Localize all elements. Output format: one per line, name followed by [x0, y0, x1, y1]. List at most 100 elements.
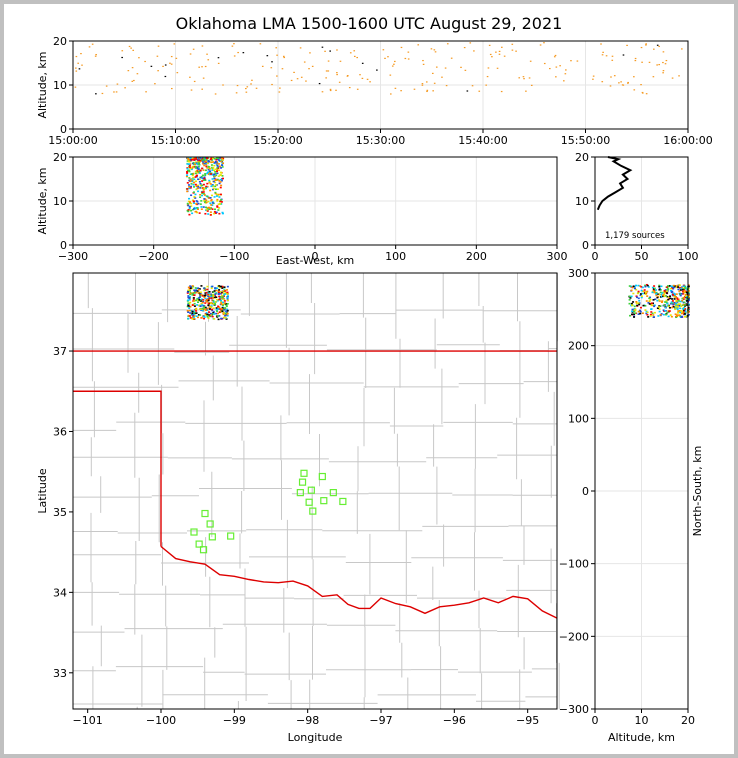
alt-ns-xlabel: Altitude, km	[608, 731, 675, 744]
plan-view-point	[224, 293, 227, 295]
alt-ns-point	[679, 303, 682, 305]
ew-alt-point	[219, 181, 222, 183]
alt-ns-point	[668, 285, 671, 287]
time-height-point	[293, 71, 295, 73]
ew-alt-point	[219, 200, 222, 203]
alt-ns-point	[652, 302, 655, 305]
time-height-point	[469, 42, 472, 44]
plan-view-point	[218, 311, 221, 314]
plan-view-point	[212, 299, 215, 302]
plan-view-point	[218, 295, 221, 298]
alt-ns-point	[666, 302, 669, 305]
time-height-point	[498, 50, 501, 52]
ew-alt-point	[204, 200, 207, 203]
ew-alt-point	[206, 167, 209, 169]
ew-alt-point	[186, 190, 189, 193]
alt-ns-point	[653, 291, 656, 294]
alt-ns-point	[655, 289, 658, 291]
plan-view-point	[223, 300, 226, 302]
plan-view-point	[205, 309, 208, 312]
alt-ns-point	[679, 287, 682, 289]
time-height-point	[95, 53, 97, 56]
alt-ns-point	[657, 299, 660, 301]
time-height-point	[299, 47, 302, 49]
alt-ns-point	[680, 310, 683, 312]
ew-alt-point	[198, 212, 201, 214]
alt-ns-point	[640, 286, 643, 288]
alt-ns-point	[642, 304, 645, 307]
plan-view-point	[193, 314, 196, 317]
alt-ns-point	[628, 302, 631, 305]
time-height-point	[407, 51, 410, 53]
alt-ns-point	[684, 294, 687, 296]
time-height-point	[478, 90, 481, 92]
time-height-point	[466, 90, 469, 92]
ew-alt-point	[217, 175, 220, 178]
time-height-point	[170, 63, 173, 65]
plan-view-point	[197, 287, 200, 289]
ew-alt-point	[191, 208, 194, 211]
alt-ns-point	[676, 314, 679, 316]
alt-ns-point	[673, 295, 676, 298]
plan-view-point	[205, 291, 208, 294]
county-hline-5	[73, 454, 557, 463]
plan-view-point	[206, 313, 209, 316]
time-height-point	[175, 57, 178, 59]
ew-alt-point	[207, 173, 210, 176]
ew-alt-point	[211, 178, 214, 180]
time-height-xtick-label-6: 16:00:00	[663, 134, 712, 147]
plan-view-point	[203, 308, 206, 310]
plan-view-ylabel: Latitude	[36, 468, 49, 514]
time-height-point	[555, 76, 557, 78]
plan-view-point	[197, 314, 200, 316]
ew-alt-point	[211, 166, 214, 169]
ew-alt-point	[195, 185, 198, 187]
time-height-point	[78, 68, 81, 70]
time-height-xtick-label-3: 15:30:00	[356, 134, 405, 147]
alt-ns-point	[659, 305, 662, 307]
alt-ns-ytick-label-6: 300	[568, 267, 589, 280]
alt-ns-point	[687, 290, 690, 292]
alt-ns-point	[672, 292, 675, 295]
alt-ns-point	[674, 305, 677, 308]
ew-alt-point	[205, 208, 208, 211]
time-height-point	[413, 88, 416, 90]
time-height-point	[305, 80, 307, 82]
plan-view-point	[222, 292, 225, 295]
plan-view-point	[214, 293, 217, 296]
ew-alt-point	[202, 179, 205, 182]
ew-alt-point	[188, 187, 191, 190]
time-height-point	[231, 45, 234, 47]
alt-ns-point	[667, 310, 670, 313]
ew-alt-point	[209, 202, 212, 205]
ew-alt-point	[214, 185, 217, 188]
time-height-point	[282, 55, 285, 57]
plan-view-point	[206, 315, 209, 318]
lma-station-marker	[227, 532, 235, 540]
ew-alt-point	[194, 176, 197, 178]
time-height-point	[309, 52, 311, 54]
ew-alt-point	[190, 209, 193, 212]
ew-alt-point	[191, 212, 194, 215]
time-height-point	[327, 70, 330, 72]
alt-ns-point	[646, 311, 649, 314]
alt-ns-point	[684, 287, 687, 289]
ew-alt-point	[217, 209, 220, 211]
time-height-point	[640, 46, 643, 49]
plan-view-point	[200, 302, 203, 305]
ew-alt-point	[199, 158, 202, 160]
ew-alt-point	[206, 172, 209, 175]
time-height-point	[486, 75, 489, 78]
county-hline-9	[73, 589, 557, 600]
alt-ns-point	[662, 295, 665, 298]
plan-view-point	[206, 301, 209, 303]
time-height-point	[144, 60, 146, 63]
time-height-point	[361, 62, 364, 64]
ew-alt-point	[200, 200, 203, 202]
ew-alt-point	[211, 159, 214, 161]
time-height-xtick-label-5: 15:50:00	[561, 134, 610, 147]
ew-alt-point	[215, 195, 218, 197]
alt-ns-point	[676, 305, 679, 308]
alt-ns-point	[666, 305, 669, 307]
alt-ns-point	[665, 301, 668, 304]
